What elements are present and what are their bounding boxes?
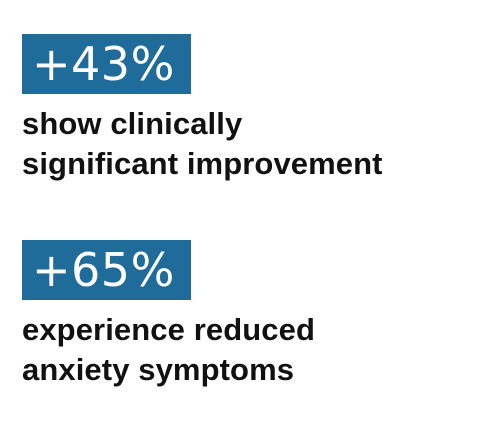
stat-caption-line: significant improvement: [22, 146, 383, 181]
stat-value-badge: +43%: [22, 34, 191, 94]
stat-caption-line: experience reduced: [22, 312, 316, 347]
stat-caption-line: anxiety symptoms: [22, 352, 295, 387]
stat-caption: show clinically significant improvement: [22, 104, 383, 184]
stat-block-anxiety: +65% experience reduced anxiety symptoms: [22, 240, 315, 390]
stat-block-improvement: +43% show clinically significant improve…: [22, 34, 383, 184]
stat-caption: experience reduced anxiety symptoms: [22, 310, 315, 390]
stat-value-badge: +65%: [22, 240, 191, 300]
stat-caption-line: show clinically: [22, 106, 243, 141]
